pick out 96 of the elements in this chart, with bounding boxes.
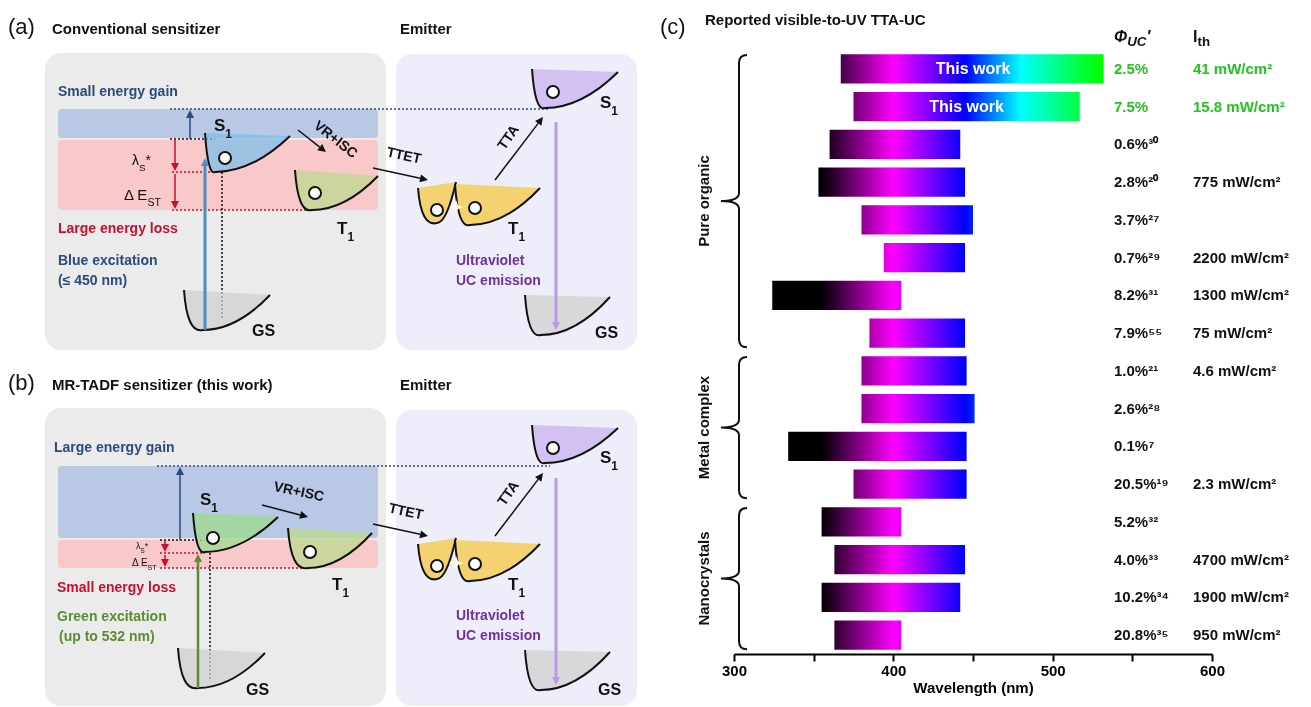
text: T$_{1}$ xyxy=(332,575,350,600)
text: Metal complex xyxy=(695,375,712,480)
text: TTA xyxy=(493,477,522,509)
bar xyxy=(840,54,1104,84)
text: S$_{1}$ xyxy=(600,448,619,473)
x-axis-title: Wavelength (nm) xyxy=(913,678,1034,696)
bar xyxy=(834,544,966,575)
annotation: 1300 mW/cm² xyxy=(1193,286,1289,304)
annotation: 41 mW/cm² xyxy=(1193,59,1273,77)
y-tick-label: 20.5%¹⁹ xyxy=(1114,475,1169,493)
text: (≤ 450 nm) xyxy=(58,272,128,288)
y-tick-label: 0.1%⁷ xyxy=(1114,437,1155,455)
x-tick-label: 400 xyxy=(881,661,907,679)
text: Small energy gain xyxy=(58,83,178,99)
text: I$_{th}$ xyxy=(1193,28,1211,50)
text: TTET xyxy=(385,143,424,167)
bar xyxy=(834,620,902,650)
annotation: 950 mW/cm² xyxy=(1193,626,1281,644)
text: λ$_{S}$* xyxy=(136,541,149,554)
annotation: 4.6 mW/cm² xyxy=(1193,361,1277,379)
annotation: 4700 mW/cm² xyxy=(1193,550,1289,568)
text: UC emission xyxy=(456,627,541,643)
text: Large energy loss xyxy=(58,220,179,236)
y-tick-label: 5.2%³² xyxy=(1114,512,1159,530)
y-tick-label: 8.2%³¹ xyxy=(1114,286,1159,304)
bar xyxy=(788,431,967,462)
text: Ultraviolet xyxy=(456,252,525,268)
text: S$_{1}$ xyxy=(600,93,619,118)
annotation: This work xyxy=(929,97,1005,115)
text: GS xyxy=(246,681,270,698)
text: TTA xyxy=(493,121,522,153)
text: (c) xyxy=(660,14,686,39)
text: Large energy gain xyxy=(54,439,175,455)
y-tick-label: 3.7%²⁷ xyxy=(1114,210,1160,228)
text: T$_{1}$ xyxy=(337,219,355,244)
text: λ$_{S}$* xyxy=(132,152,152,173)
text: T$_{1}$ xyxy=(508,575,526,600)
y-tick-label: 2.5% xyxy=(1114,59,1149,77)
text: GS xyxy=(595,324,619,341)
text: Δ E$_{ST}$ xyxy=(132,557,158,571)
text: Pure organic xyxy=(695,155,712,247)
annotation: This work xyxy=(935,59,1011,77)
bar xyxy=(869,318,966,348)
text: GS xyxy=(598,681,622,698)
text: (b) xyxy=(8,370,35,395)
text: (a) xyxy=(8,14,35,39)
text: GS xyxy=(252,322,276,339)
text: S$_{1}$ xyxy=(200,490,219,515)
annotation: 75 mW/cm² xyxy=(1193,324,1273,342)
y-tick-label: 7.5% xyxy=(1114,97,1149,115)
bar xyxy=(818,167,966,197)
y-tick-label: 4.0%³³ xyxy=(1114,550,1159,568)
text: MR-TADF sensitizer (this work) xyxy=(52,376,273,393)
text: S$_{1}$ xyxy=(214,116,233,141)
text: Ultraviolet xyxy=(456,607,525,623)
text: Emitter xyxy=(400,376,452,393)
y-tick-label: 10.2%³⁴ xyxy=(1114,588,1169,606)
text: Nanocrystals xyxy=(695,531,712,626)
x-tick-label: 300 xyxy=(721,661,748,679)
bar xyxy=(861,356,967,386)
text: (up to 532 nm) xyxy=(59,628,155,644)
y-axis-title: Φ$_{UC}$′ xyxy=(1114,28,1151,50)
text: UC emission xyxy=(456,272,541,288)
y-tick-label: 0.7%²⁹ xyxy=(1114,248,1161,266)
text: Δ E$_{ST}$ xyxy=(124,186,162,208)
bar xyxy=(821,582,961,613)
y-tick-label: 2.8%²⁰ xyxy=(1114,173,1160,191)
bar xyxy=(853,91,1080,122)
text: T$_{1}$ xyxy=(508,219,526,244)
annotation: 2.3 mW/cm² xyxy=(1193,475,1277,493)
y-tick-label: 7.9%⁵⁵ xyxy=(1114,324,1163,342)
bar xyxy=(772,280,902,311)
bar xyxy=(853,469,967,499)
bar xyxy=(861,393,975,424)
bar xyxy=(821,507,902,537)
text: Blue excitation xyxy=(58,252,158,268)
text: VR+ISC xyxy=(272,477,326,505)
bar xyxy=(883,242,966,273)
annotation: 15.8 mW/cm² xyxy=(1193,97,1285,115)
y-tick-label: 0.6%³⁰ xyxy=(1114,135,1160,153)
annotation: 2200 mW/cm² xyxy=(1193,248,1289,266)
text: Conventional sensitizer xyxy=(52,20,221,37)
y-tick-label: 1.0%²¹ xyxy=(1114,361,1159,379)
text: Green excitation xyxy=(57,608,167,624)
chart-title: Reported visible-to-UV TTA-UC xyxy=(705,11,926,28)
y-tick-label: 2.6%²⁸ xyxy=(1114,399,1161,417)
text: Small energy loss xyxy=(57,579,177,595)
x-tick-label: 600 xyxy=(1199,661,1226,679)
text: TTET xyxy=(387,499,426,523)
x-tick-label: 500 xyxy=(1040,661,1066,679)
text: Emitter xyxy=(400,20,452,37)
annotation: 1900 mW/cm² xyxy=(1193,588,1289,606)
bar xyxy=(829,129,961,160)
annotation: 775 mW/cm² xyxy=(1193,173,1281,191)
y-tick-label: 20.8%³⁵ xyxy=(1114,626,1169,644)
bar xyxy=(861,205,973,235)
